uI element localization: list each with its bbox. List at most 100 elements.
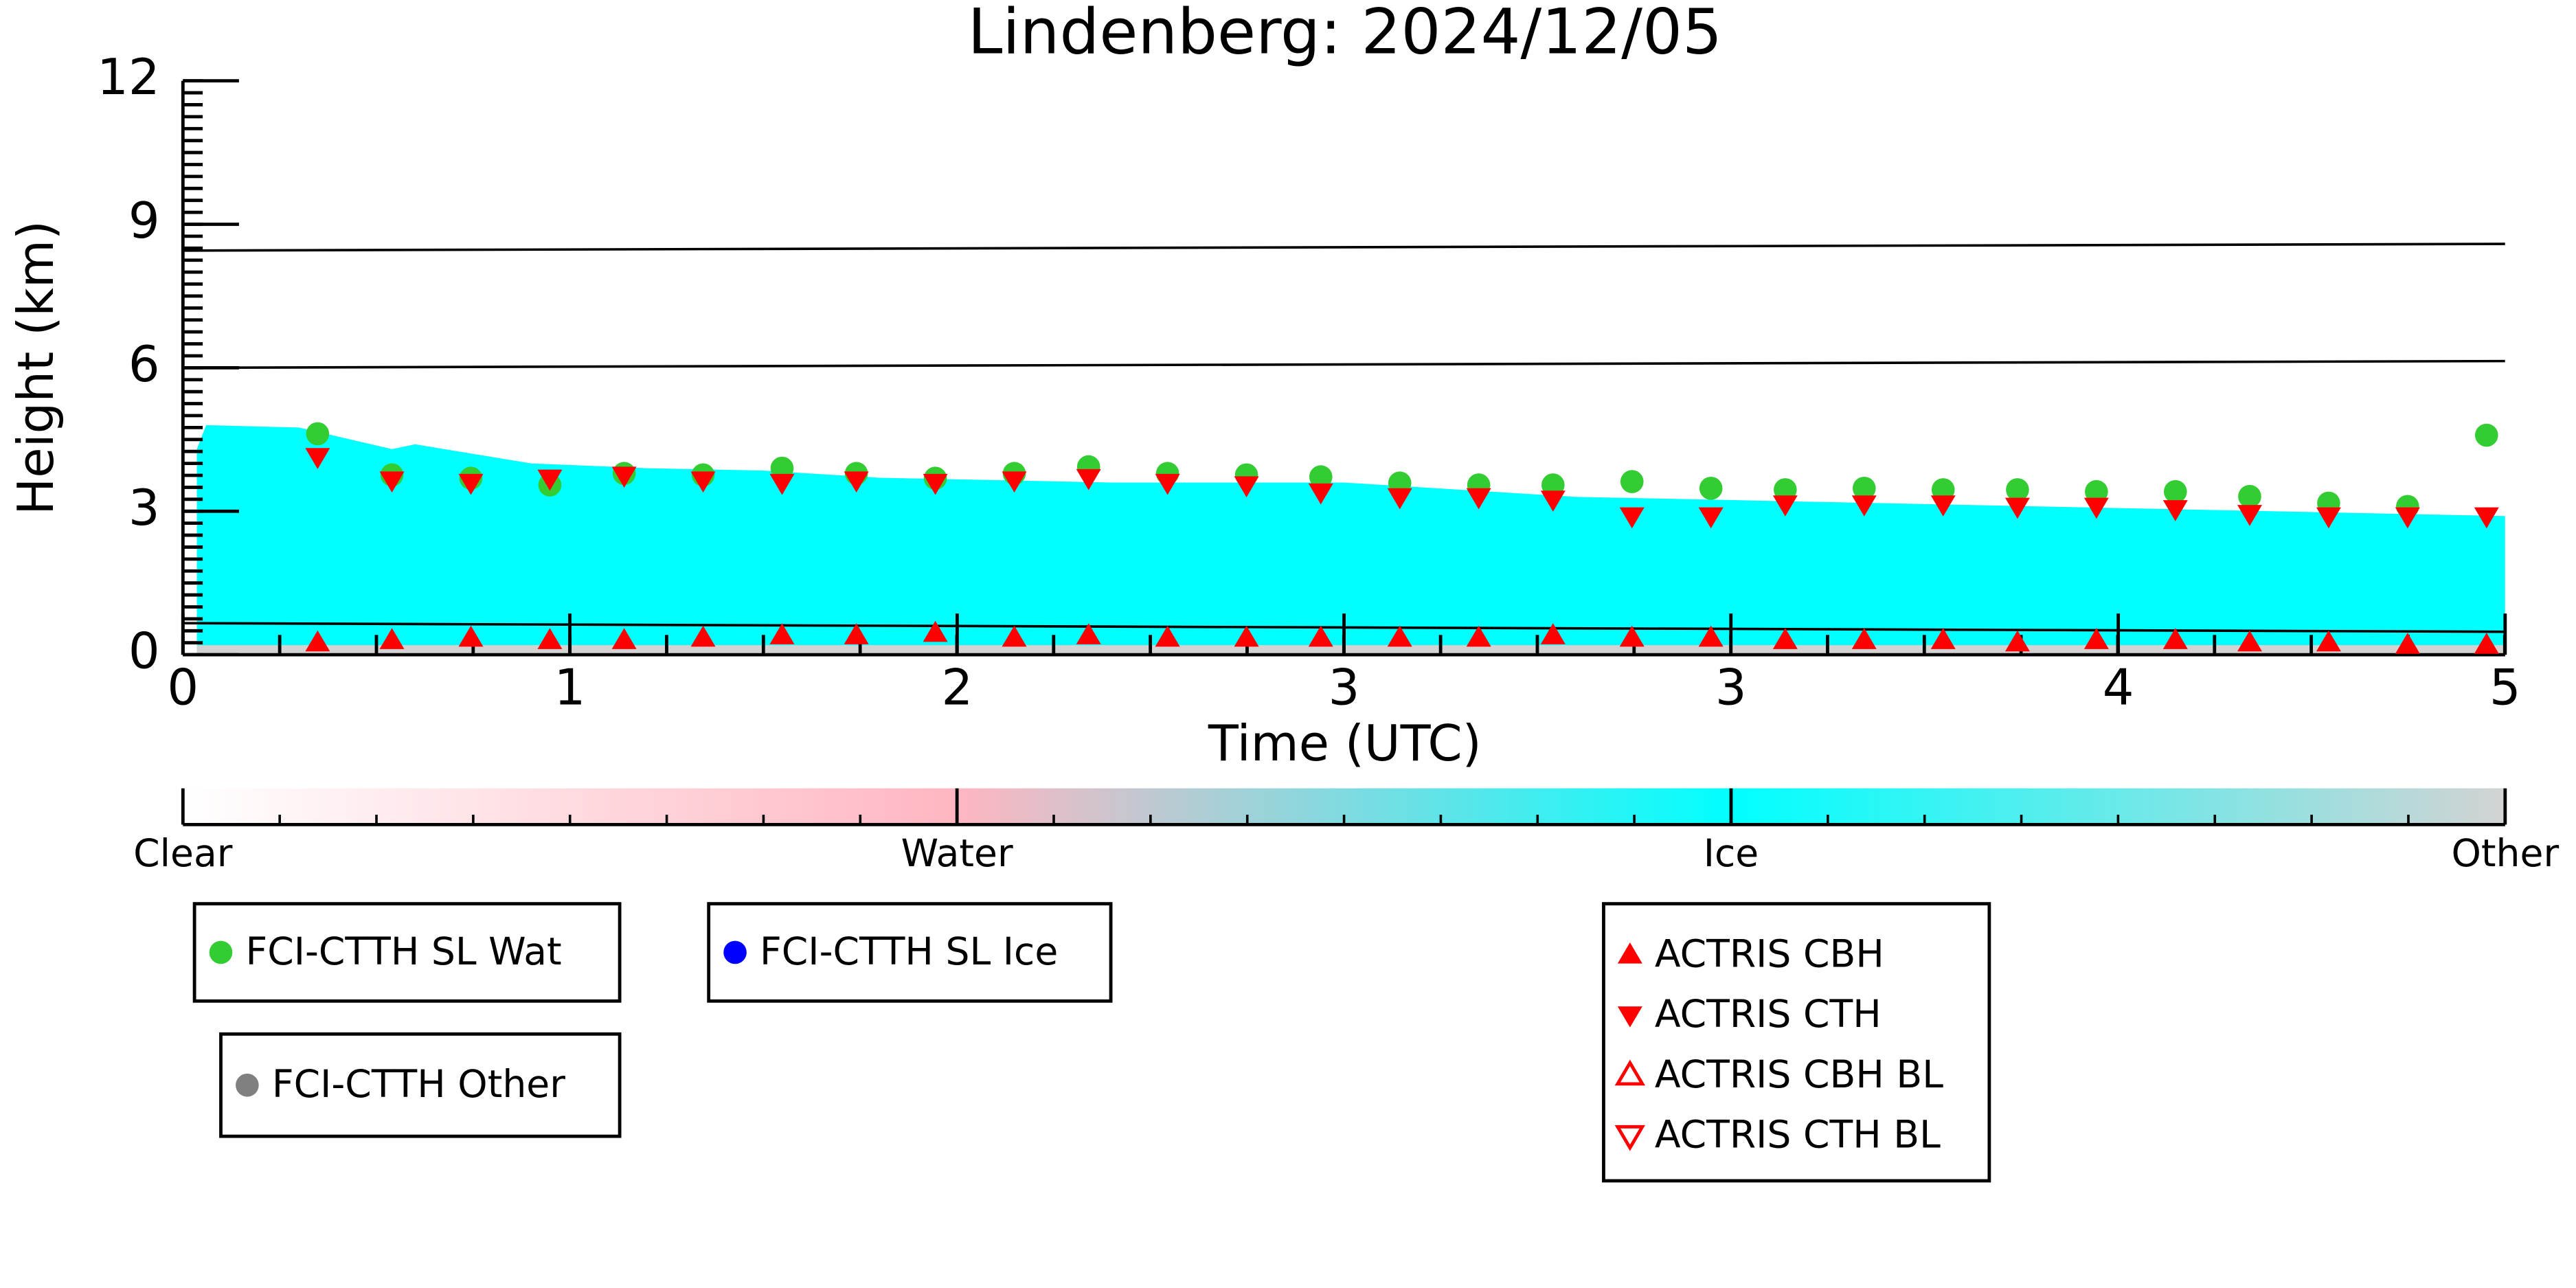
point (306, 422, 330, 446)
colorbar-label: Other (2452, 832, 2560, 876)
x-tick-label: 1 (554, 658, 586, 716)
triangle-down (1617, 1006, 1642, 1028)
triangle-up (769, 623, 795, 644)
triangle-up (1540, 623, 1566, 644)
triangle-up (305, 630, 330, 652)
triangle-down (1002, 471, 1027, 493)
legend-label: ACTRIS CBH BL (1655, 1053, 1943, 1097)
triangle-down (1614, 1125, 1646, 1151)
legend-label: ACTRIS CTH (1655, 993, 1882, 1037)
chart-title: Lindenberg: 2024/12/05 (968, 0, 1722, 69)
triangle-up (1002, 625, 1027, 647)
triangle-up (1387, 625, 1412, 647)
triangle-down (1698, 507, 1724, 529)
triangle-up (1155, 625, 1180, 647)
colorbar-label: Water (901, 832, 1013, 876)
triangle-up (2083, 628, 2109, 649)
triangle-down (611, 466, 637, 488)
x-tick-label: 0 (167, 658, 199, 716)
triangle-down (305, 448, 330, 469)
ice-area (196, 425, 2505, 655)
point (2085, 479, 2108, 504)
y-axis-label: Height (km) (7, 221, 65, 515)
legend-box (707, 902, 1113, 1003)
triangle-up (1930, 628, 1956, 649)
triangle-down (2237, 505, 2262, 526)
legend-label: FCI-CTTH SL Wat (245, 930, 561, 974)
y-tick-label: 12 (97, 48, 160, 106)
colorbar-label: Clear (133, 832, 233, 876)
triangle-up (1617, 942, 1642, 964)
triangle-up (1619, 625, 1645, 647)
triangle-up (611, 628, 637, 649)
triangle-up (1466, 625, 1491, 647)
x-tick-label: 3 (1715, 658, 1747, 716)
x-tick-label: 5 (2489, 658, 2521, 716)
point (2006, 478, 2029, 501)
y-tick-label: 3 (128, 479, 160, 536)
triangle-down (2395, 507, 2420, 529)
triangle-up (379, 628, 405, 649)
triangle-up (1772, 628, 1798, 649)
other-area (196, 645, 2505, 655)
triangle-up (690, 625, 716, 647)
triangle-down (537, 469, 563, 491)
triangle-up (2237, 630, 2262, 652)
triangle-down (1155, 473, 1180, 495)
point (723, 940, 747, 964)
point (1309, 465, 1333, 488)
legend-label: ACTRIS CTH BL (1655, 1113, 1941, 1157)
triangle-up (458, 625, 484, 647)
triangle-down (458, 473, 484, 495)
triangle-up (2395, 633, 2420, 654)
legend-label: ACTRIS CBH (1655, 933, 1884, 977)
point (2164, 479, 2187, 504)
y-tick-label: 6 (128, 335, 160, 393)
triangle-down (1540, 490, 1566, 512)
point (2238, 484, 2261, 508)
triangle-up (2162, 628, 2188, 649)
triangle-down (2474, 507, 2499, 529)
triangle-up (1698, 625, 1724, 647)
legend: ACTRIS CBH ACTRIS CTH ACTRIS CBH BL ACTRIS … (1602, 902, 1991, 1183)
triangle-down (769, 473, 795, 495)
triangle-down (1466, 488, 1491, 510)
legend: FCI-CTTH SL Ice (707, 902, 1113, 1003)
colorbar-label: Ice (1704, 832, 1759, 876)
triangle-up (844, 623, 869, 644)
triangle-down (1308, 483, 1333, 505)
x-tick-label: 4 (2103, 658, 2134, 716)
point (1853, 477, 1876, 500)
point (1620, 470, 1644, 493)
x-tick-label: 2 (941, 658, 973, 716)
y-tick-label: 0 (128, 622, 160, 680)
triangle-down (2083, 497, 2109, 519)
level-line (183, 359, 2505, 370)
triangle-down (1930, 495, 1956, 517)
y-tick-label: 9 (128, 192, 160, 249)
legend-box (192, 902, 622, 1003)
triangle-down (1387, 488, 1412, 510)
triangle-down (1772, 495, 1798, 517)
triangle-up (2004, 630, 2030, 652)
triangle-up (1851, 628, 1877, 649)
point (2474, 423, 2498, 447)
triangle-up (2316, 630, 2341, 652)
triangle-down (2004, 497, 2030, 519)
x-axis-label: Time (UTC) (1208, 714, 1482, 772)
triangle-up (1614, 1059, 1646, 1086)
level-line (183, 242, 2505, 252)
triangle-down (2316, 507, 2341, 529)
point (236, 1073, 259, 1097)
legend-box (1602, 902, 1991, 1183)
triangle-down (844, 471, 869, 493)
triangle-up (2474, 633, 2499, 654)
point (209, 940, 233, 964)
legend-box (219, 1032, 622, 1138)
triangle-down (1851, 495, 1877, 517)
triangle-down (923, 473, 948, 495)
plot-area (183, 242, 2505, 655)
legend: FCI-CTTH SL Wat (192, 902, 622, 1003)
